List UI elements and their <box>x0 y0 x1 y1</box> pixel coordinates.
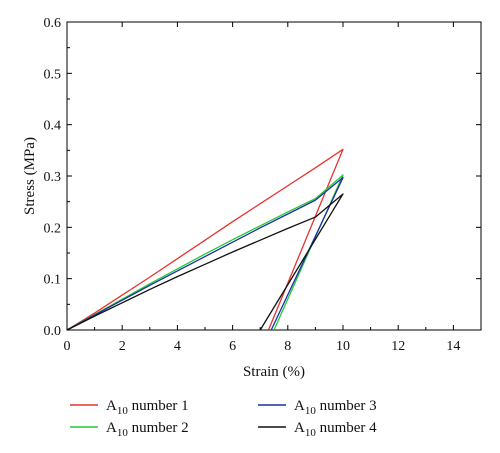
x-tick-label: 2 <box>119 339 126 354</box>
legend-label: A10 number 1 <box>106 398 189 417</box>
y-tick-label: 0.5 <box>44 67 62 82</box>
y-axis-title: Stress (MPa) <box>22 137 38 215</box>
legend-label-main: A <box>294 398 305 414</box>
y-tick-label: 0.1 <box>44 273 62 288</box>
legend-label-rest: number 4 <box>316 420 377 436</box>
legend-label: A10 number 2 <box>106 420 189 439</box>
legend-label-main: A <box>106 398 117 414</box>
plot-frame <box>66 21 482 331</box>
ticks-layer: 0 2 4 6 8 10 12 14 0.0 0.1 0.2 0.3 0.4 0.5 0.6 <box>44 16 481 354</box>
y-tick-label: 0.6 <box>44 16 62 31</box>
series-line-3 <box>66 176 344 331</box>
x-axis-title: Strain (%) <box>243 364 305 380</box>
legend-label-rest: number 1 <box>128 398 189 414</box>
x-tick-label: 12 <box>391 339 405 354</box>
plot-area: 0 2 4 6 8 10 12 14 0.0 0.1 0.2 0.3 0.4 0.5 0.6 <box>44 16 482 354</box>
y-tick-label: 0.3 <box>44 170 62 185</box>
x-tick-label: 6 <box>229 339 236 354</box>
x-tick-label: 8 <box>284 339 291 354</box>
y-tick-label: 0.4 <box>44 119 62 134</box>
legend-label-sub: 10 <box>117 405 129 417</box>
y-tick-label: 0.2 <box>44 221 62 236</box>
legend-label-main: A <box>294 420 305 436</box>
legend-label: A10 number 4 <box>294 420 377 439</box>
series-layer <box>66 148 344 331</box>
legend-label-main: A <box>106 420 117 436</box>
series-line-4 <box>66 193 344 331</box>
legend-label: A10 number 3 <box>294 398 377 417</box>
legend-label-rest: number 2 <box>128 420 189 436</box>
legend-label-sub: 10 <box>117 427 129 439</box>
x-tick-label: 0 <box>64 339 71 354</box>
x-tick-label: 10 <box>336 339 350 354</box>
y-tick-label: 0.0 <box>44 324 62 339</box>
series-line-1 <box>66 148 344 331</box>
legend-label-sub: 10 <box>305 427 317 439</box>
legend-label-sub: 10 <box>305 405 317 417</box>
x-tick-label: 14 <box>446 339 460 354</box>
legend-label-rest: number 3 <box>316 398 377 414</box>
x-tick-label: 4 <box>174 339 181 354</box>
series-line-2 <box>66 174 344 331</box>
